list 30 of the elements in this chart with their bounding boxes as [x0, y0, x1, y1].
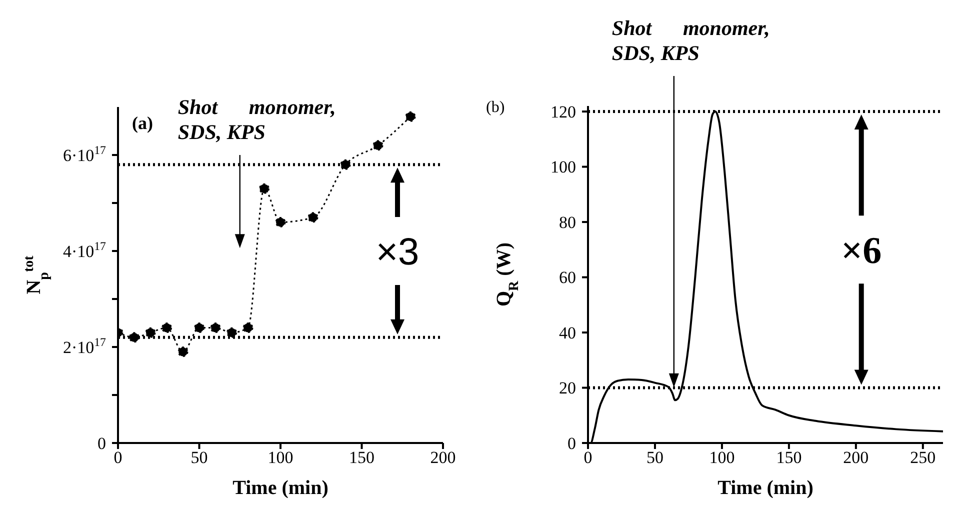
y-tick-label: 4·10$^{17}$ — [62, 238, 106, 261]
y-tick-label: 80 — [559, 212, 576, 232]
x-tick-label: 50 — [646, 448, 664, 468]
text: Shot monomer, SDS, KPS — [612, 16, 770, 66]
y-tick-label: 2·10$^{17}$ — [62, 334, 106, 357]
x-tick-label: 100 — [268, 448, 294, 468]
y-tick-label: 6·10$^{17}$ — [62, 142, 106, 165]
x-tick-label: 0 — [584, 448, 592, 468]
y-tick-label: 100 — [550, 158, 576, 177]
x-tick-label: 200 — [430, 448, 456, 468]
y-tick-label: 0 — [98, 434, 106, 453]
x-axis-title: Time (min) — [232, 477, 328, 499]
x-tick-label: 250 — [910, 448, 936, 468]
x-tick-label: 50 — [190, 448, 208, 468]
chart-title: (a) — [132, 113, 153, 133]
x-tick-label: 200 — [843, 448, 869, 468]
chart-title: (b) — [486, 99, 505, 116]
y-tick-label: 20 — [559, 378, 576, 398]
x-tick-label: 150 — [776, 448, 802, 468]
x-tick-label: 150 — [349, 448, 374, 468]
y-tick-label: 40 — [559, 323, 576, 342]
x-tick-label: 0 — [114, 448, 122, 468]
annotation: Shot monomer, SDS, KPS — [178, 95, 336, 145]
annotation: ×6 — [841, 230, 882, 272]
y-tick-label: 60 — [559, 268, 576, 288]
annotation: ×3 — [376, 231, 420, 274]
x-tick-label: 100 — [709, 448, 735, 468]
y-tick-label: 0 — [568, 434, 576, 453]
x-axis-title: Time (min) — [718, 477, 814, 499]
y-tick-label: 120 — [550, 102, 576, 122]
